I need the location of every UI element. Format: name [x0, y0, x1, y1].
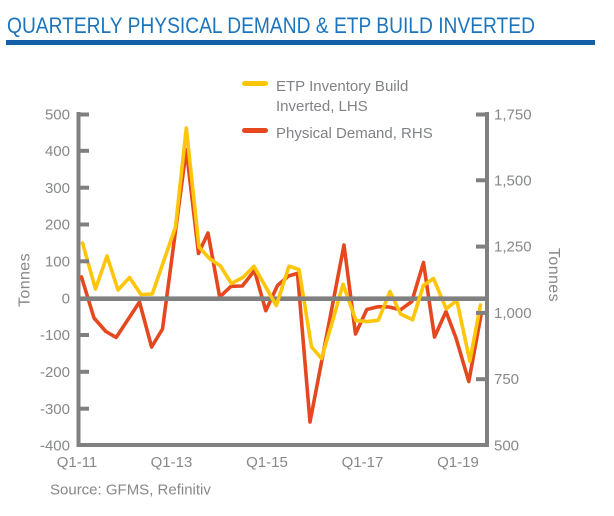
svg-text:400: 400 — [45, 143, 70, 160]
svg-text:Q1-15: Q1-15 — [246, 454, 288, 471]
svg-text:1,250: 1,250 — [494, 239, 532, 256]
svg-text:Q1-11: Q1-11 — [57, 454, 98, 471]
svg-text:1,000: 1,000 — [494, 305, 532, 322]
svg-text:500: 500 — [494, 438, 519, 455]
svg-text:-400: -400 — [40, 438, 70, 455]
svg-text:Q1-17: Q1-17 — [342, 454, 384, 471]
svg-text:750: 750 — [494, 371, 519, 388]
svg-text:-300: -300 — [40, 401, 70, 418]
svg-text:Q1-19: Q1-19 — [437, 454, 479, 471]
svg-text:-100: -100 — [40, 327, 70, 344]
svg-text:Tonnes: Tonnes — [545, 248, 562, 302]
svg-text:0: 0 — [62, 291, 70, 308]
svg-text:200: 200 — [45, 217, 70, 234]
svg-text:-200: -200 — [40, 364, 70, 381]
svg-text:1,750: 1,750 — [494, 107, 532, 124]
svg-text:100: 100 — [45, 254, 70, 271]
svg-text:Source: GFMS, Refinitiv: Source: GFMS, Refinitiv — [50, 482, 211, 499]
svg-text:Q1-13: Q1-13 — [151, 454, 193, 471]
svg-text:500: 500 — [45, 107, 70, 124]
svg-text:Tonnes: Tonnes — [17, 253, 34, 307]
svg-text:1,500: 1,500 — [494, 173, 532, 190]
svg-text:300: 300 — [45, 180, 70, 197]
